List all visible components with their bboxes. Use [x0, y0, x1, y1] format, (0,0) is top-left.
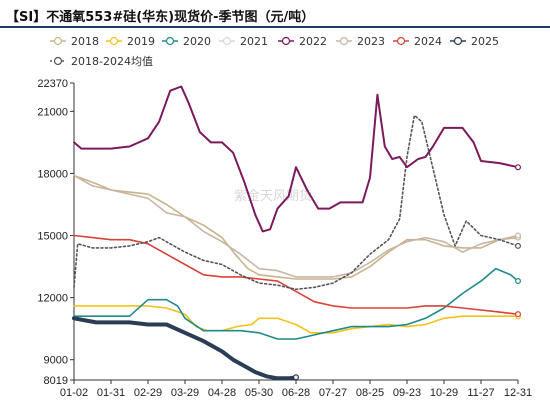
- series-line-6: [73, 234, 519, 315]
- legend-label: 2018: [71, 35, 99, 48]
- series-end-marker-8: [514, 242, 521, 249]
- legend-label: 2021: [240, 35, 268, 48]
- x-tick-label: 12-31: [504, 387, 532, 399]
- legend-item-4: 2022: [278, 35, 327, 48]
- x-tick-label: 01-02: [60, 387, 88, 399]
- legend-item-3: 2021: [219, 35, 268, 48]
- legend-swatch-marker: [339, 36, 349, 46]
- y-tick-label: 22370: [37, 78, 68, 90]
- legend-item-0: 2018: [50, 35, 99, 48]
- x-tick-label: 05-30: [245, 387, 273, 399]
- legend-label: 2019: [127, 35, 155, 48]
- chart-title: 【SI】不通氧553#硅(华东)现货价-季节图（元/吨）: [6, 10, 315, 25]
- y-tick-label: 12000: [37, 293, 68, 305]
- legend-swatch-marker: [453, 36, 463, 46]
- watermark-text: 紫金天风期货: [234, 188, 312, 204]
- legend-label: 2024: [414, 35, 442, 48]
- x-tick-label: 09-23: [393, 387, 421, 399]
- series-line-4: [73, 85, 519, 233]
- series-end-marker-7: [293, 374, 300, 381]
- x-tick-label: 01-31: [97, 387, 125, 399]
- x-tick-label: 08-25: [356, 387, 384, 399]
- x-tick-label: 03-29: [171, 387, 199, 399]
- x-tick-label: 11-27: [467, 387, 494, 399]
- legend-item-6: 2024: [393, 35, 442, 48]
- series-line-2: [73, 267, 519, 340]
- x-tick-label: 10-29: [430, 387, 458, 399]
- series-line-7: [72, 316, 298, 381]
- series-line-1: [73, 305, 519, 334]
- x-tick-label: 02-29: [134, 387, 162, 399]
- legend-swatch-marker: [109, 36, 119, 46]
- y-tick-label: 9000: [44, 355, 68, 367]
- x-tick-label: 07-27: [319, 387, 347, 399]
- legend-label: 2023: [357, 35, 385, 48]
- y-tick-label: 18000: [37, 168, 68, 180]
- series-end-marker-4: [514, 164, 521, 171]
- title-underline: [0, 26, 550, 28]
- legend-swatch-marker: [281, 36, 291, 46]
- legend-item-5: 2023: [336, 35, 385, 48]
- legend-swatch-marker: [396, 36, 406, 46]
- legend-label: 2020: [183, 35, 211, 48]
- legend-swatch-marker: [222, 36, 232, 46]
- legend-swatch-marker: [53, 36, 63, 46]
- series-end-marker-6: [514, 311, 521, 318]
- series-end-marker-2: [514, 278, 521, 285]
- y-tick-label: 21000: [37, 106, 68, 118]
- legend-item-2: 2020: [162, 35, 211, 48]
- legend-item-1: 2019: [106, 35, 155, 48]
- legend-label: 2018-2024均值: [71, 55, 153, 68]
- series-line-5: [73, 174, 519, 278]
- series-line-8: [73, 114, 519, 291]
- legend-label: 2025: [471, 35, 499, 48]
- legend-swatch-marker: [165, 36, 175, 46]
- y-tick-label: 8019: [44, 375, 68, 387]
- legend-item-7: 2025: [450, 35, 499, 48]
- series-line-0: [73, 174, 519, 280]
- legend-label: 2022: [299, 35, 327, 48]
- legend-item-8: 2018-2024均值: [50, 55, 153, 68]
- series-end-marker-5: [514, 232, 521, 239]
- y-tick-label: 15000: [37, 231, 68, 243]
- x-tick-label: 06-28: [282, 387, 310, 399]
- legend-swatch-marker: [53, 56, 63, 66]
- x-tick-label: 04-28: [208, 387, 236, 399]
